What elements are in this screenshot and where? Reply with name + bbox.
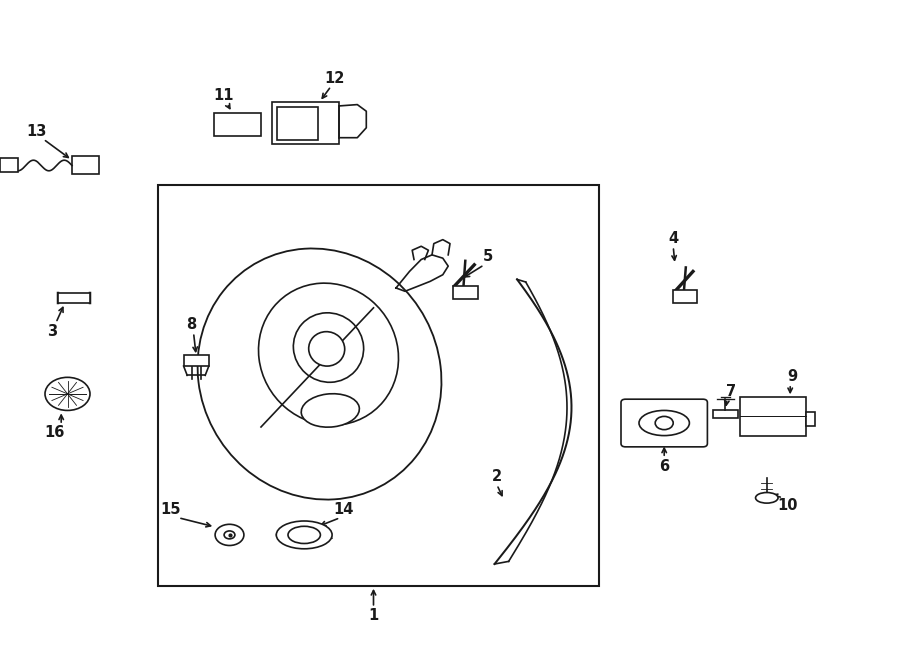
Circle shape	[224, 531, 235, 539]
Ellipse shape	[258, 283, 399, 425]
Ellipse shape	[276, 521, 332, 549]
Text: 11: 11	[213, 88, 233, 103]
Bar	[72, 156, 99, 174]
Text: 14: 14	[334, 502, 354, 517]
Text: 6: 6	[659, 459, 670, 473]
Ellipse shape	[309, 332, 345, 366]
Ellipse shape	[639, 410, 689, 436]
Text: 4: 4	[668, 231, 679, 246]
Bar	[0, 158, 18, 172]
Text: 5: 5	[482, 250, 493, 264]
Text: 9: 9	[787, 369, 797, 383]
Bar	[184, 355, 209, 366]
Bar	[272, 102, 339, 144]
Ellipse shape	[197, 248, 442, 500]
Bar	[214, 113, 261, 136]
Circle shape	[215, 524, 244, 545]
Text: 8: 8	[185, 317, 196, 332]
Bar	[58, 293, 90, 303]
Bar	[806, 412, 815, 426]
Bar	[740, 397, 806, 436]
Text: 13: 13	[26, 124, 46, 138]
Text: 7: 7	[725, 385, 736, 399]
FancyBboxPatch shape	[621, 399, 707, 447]
Circle shape	[45, 377, 90, 410]
Text: 16: 16	[44, 426, 64, 440]
Bar	[713, 410, 738, 418]
Bar	[277, 107, 318, 140]
Ellipse shape	[302, 394, 359, 427]
Bar	[673, 290, 697, 303]
Text: 12: 12	[325, 71, 345, 85]
Text: 15: 15	[161, 502, 181, 517]
Ellipse shape	[293, 313, 364, 382]
Bar	[453, 286, 478, 299]
Text: 3: 3	[47, 324, 58, 338]
Ellipse shape	[755, 493, 778, 503]
Text: 10: 10	[778, 498, 797, 513]
Text: 2: 2	[491, 469, 502, 484]
Bar	[158, 185, 598, 586]
Circle shape	[655, 416, 673, 430]
Ellipse shape	[288, 526, 320, 544]
Text: 1: 1	[368, 608, 379, 623]
